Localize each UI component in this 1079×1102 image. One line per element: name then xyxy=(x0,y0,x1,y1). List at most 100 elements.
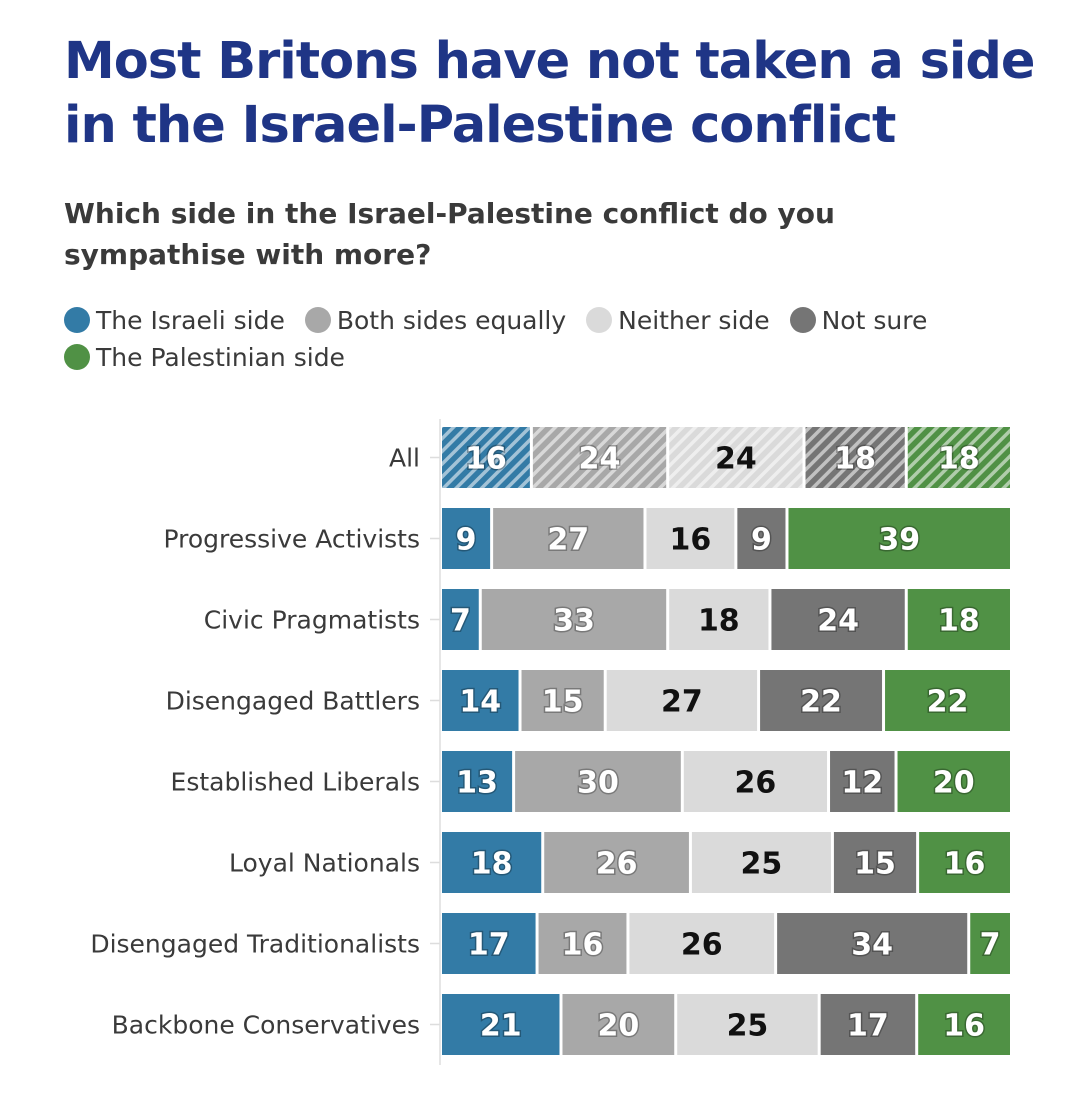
bar-progressive-activists-neither xyxy=(646,508,735,569)
data-label-all-neither: 24 xyxy=(715,442,757,477)
bar-disengaged-traditionalists-neither xyxy=(629,913,775,974)
bar-all-not_sure xyxy=(805,427,905,488)
legend-item-israeli: The Israeli side xyxy=(64,302,285,338)
bar-disengaged-traditionalists-palestinian xyxy=(970,913,1010,974)
legend-swatch-neither xyxy=(586,307,613,333)
legend-label-neither: Neither side xyxy=(618,305,770,335)
bar-all-neither xyxy=(669,427,803,488)
bar-progressive-activists-palestinian xyxy=(788,508,1010,569)
data-label-progressive-activists-both: 27 xyxy=(547,523,589,558)
bar-disengaged-battlers-both xyxy=(521,670,604,731)
bar-civic-pragmatists-palestinian xyxy=(907,589,1010,650)
data-label-disengaged-traditionalists-israeli: 17 xyxy=(468,928,510,963)
bar-disengaged-traditionalists-both xyxy=(538,913,627,974)
bar-civic-pragmatists-both xyxy=(481,589,667,650)
legend-swatch-both xyxy=(304,307,331,333)
bar-civic-pragmatists-neither xyxy=(669,589,769,650)
data-label-established-liberals-palestinian: 20 xyxy=(933,766,975,801)
data-label-all-both: 24 xyxy=(579,442,621,477)
legend-label-palestinian: The Palestinian side xyxy=(96,342,345,372)
legend-swatch-israeli xyxy=(64,307,90,333)
chart-title: Most Britons have not taken a side in th… xyxy=(64,32,1036,155)
data-label-established-liberals-both: 30 xyxy=(577,766,619,801)
data-label-disengaged-traditionalists-neither: 26 xyxy=(681,928,723,963)
chart-subtitle: Which side in the Israel-Palestine confl… xyxy=(64,197,835,271)
bar-backbone-conservatives-both xyxy=(562,994,675,1055)
bar-civic-pragmatists-not_sure xyxy=(771,589,905,650)
category-label-disengaged-battlers: Disengaged Battlers xyxy=(166,687,420,716)
data-label-loyal-nationals-not_sure: 15 xyxy=(854,847,896,882)
data-label-disengaged-battlers-palestinian: 22 xyxy=(927,685,969,720)
bar-all-palestinian xyxy=(907,427,1010,488)
data-label-civic-pragmatists-israeli: 7 xyxy=(450,604,471,639)
data-label-backbone-conservatives-both: 20 xyxy=(597,1009,639,1044)
legend-item-not-sure: Not sure xyxy=(789,302,928,338)
data-label-backbone-conservatives-israeli: 21 xyxy=(480,1009,522,1044)
category-label-all: All xyxy=(389,444,420,473)
bar-disengaged-battlers-israeli xyxy=(442,670,519,731)
data-label-progressive-activists-israeli: 9 xyxy=(456,523,477,558)
bar-loyal-nationals-not_sure xyxy=(833,832,917,893)
category-label-disengaged-traditionalists: Disengaged Traditionalists xyxy=(90,930,420,959)
data-label-civic-pragmatists-palestinian: 18 xyxy=(938,604,980,639)
legend-label-not-sure: Not sure xyxy=(821,305,928,335)
legend-item-both: Both sides equally xyxy=(304,302,567,338)
data-label-established-liberals-neither: 26 xyxy=(735,766,777,801)
legend-swatch-palestinian xyxy=(64,344,90,370)
category-label-loyal-nationals: Loyal Nationals xyxy=(229,849,420,878)
legend-item-palestinian: The Palestinian side xyxy=(64,339,345,375)
data-label-progressive-activists-neither: 16 xyxy=(670,523,712,558)
data-label-established-liberals-not_sure: 12 xyxy=(841,766,883,801)
bar-backbone-conservatives-not_sure xyxy=(820,994,916,1055)
bar-progressive-activists-both xyxy=(493,508,644,569)
bar-established-liberals-palestinian xyxy=(897,751,1010,812)
legend: The Israeli side Both sides equally Neit… xyxy=(64,302,1024,376)
data-label-backbone-conservatives-not_sure: 17 xyxy=(847,1009,889,1044)
legend-swatch-not-sure xyxy=(789,307,816,333)
bar-disengaged-battlers-palestinian xyxy=(885,670,1010,731)
bar-disengaged-battlers-neither xyxy=(606,670,758,731)
data-label-disengaged-traditionalists-palestinian: 7 xyxy=(980,928,1001,963)
data-label-loyal-nationals-both: 26 xyxy=(596,847,638,882)
category-label-progressive-activists: Progressive Activists xyxy=(163,525,420,554)
data-label-disengaged-traditionalists-not_sure: 34 xyxy=(851,928,893,963)
bar-progressive-activists-not_sure xyxy=(737,508,786,569)
data-label-loyal-nationals-palestinian: 16 xyxy=(944,847,986,882)
category-label-established-liberals: Established Liberals xyxy=(171,768,420,797)
data-label-all-israeli: 16 xyxy=(465,442,507,477)
legend-label-both: Both sides equally xyxy=(336,305,567,335)
category-label-civic-pragmatists: Civic Pragmatists xyxy=(204,606,420,635)
data-label-progressive-activists-not_sure: 9 xyxy=(751,523,772,558)
data-label-loyal-nationals-israeli: 18 xyxy=(471,847,513,882)
bar-loyal-nationals-israeli xyxy=(442,832,542,893)
data-label-disengaged-battlers-israeli: 14 xyxy=(459,685,501,720)
data-label-disengaged-traditionalists-both: 16 xyxy=(562,928,604,963)
bar-established-liberals-both xyxy=(515,751,681,812)
bar-backbone-conservatives-palestinian xyxy=(918,994,1010,1055)
data-label-progressive-activists-palestinian: 39 xyxy=(878,523,920,558)
bar-disengaged-traditionalists-israeli xyxy=(442,913,536,974)
data-label-disengaged-battlers-neither: 27 xyxy=(661,685,703,720)
data-label-civic-pragmatists-both: 33 xyxy=(553,604,595,639)
bar-progressive-activists-israeli xyxy=(442,508,491,569)
bar-loyal-nationals-neither xyxy=(691,832,831,893)
bar-loyal-nationals-both xyxy=(544,832,689,893)
bar-backbone-conservatives-israeli xyxy=(442,994,560,1055)
bar-disengaged-traditionalists-not_sure xyxy=(777,913,968,974)
bar-established-liberals-neither xyxy=(683,751,828,812)
data-label-loyal-nationals-neither: 25 xyxy=(741,847,783,882)
category-label-backbone-conservatives: Backbone Conservatives xyxy=(112,1011,420,1040)
bar-all-israeli xyxy=(442,427,530,488)
data-label-civic-pragmatists-neither: 18 xyxy=(698,604,740,639)
bar-disengaged-battlers-not_sure xyxy=(760,670,883,731)
bar-established-liberals-israeli xyxy=(442,751,513,812)
bar-loyal-nationals-palestinian xyxy=(919,832,1010,893)
data-label-backbone-conservatives-neither: 25 xyxy=(727,1009,769,1044)
data-label-disengaged-battlers-not_sure: 22 xyxy=(800,685,842,720)
legend-label-israeli: The Israeli side xyxy=(96,305,285,335)
data-label-civic-pragmatists-not_sure: 24 xyxy=(817,604,859,639)
data-label-established-liberals-israeli: 13 xyxy=(456,766,498,801)
data-label-all-palestinian: 18 xyxy=(938,442,980,477)
